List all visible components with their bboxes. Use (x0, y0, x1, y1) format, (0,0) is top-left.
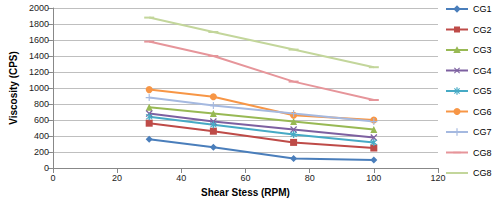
svg-text:20: 20 (112, 173, 122, 183)
svg-text:600: 600 (34, 115, 49, 125)
svg-text:400: 400 (34, 131, 49, 141)
svg-text:1400: 1400 (29, 51, 49, 61)
svg-text:CG1: CG1 (473, 4, 492, 14)
svg-text:800: 800 (34, 99, 49, 109)
svg-text:0: 0 (44, 163, 49, 173)
svg-text:Shear Stess (RPM): Shear Stess (RPM) (201, 187, 290, 198)
svg-text:1600: 1600 (29, 35, 49, 45)
svg-text:80: 80 (305, 173, 315, 183)
svg-text:CG8: CG8 (473, 168, 492, 178)
svg-text:CG7: CG7 (473, 127, 492, 137)
svg-text:1800: 1800 (29, 19, 49, 29)
svg-text:1000: 1000 (29, 83, 49, 93)
svg-text:CG3: CG3 (473, 45, 492, 55)
svg-text:Viscosity (CPS): Viscosity (CPS) (8, 51, 19, 125)
svg-text:2000: 2000 (29, 3, 49, 13)
svg-text:CG6: CG6 (473, 107, 492, 117)
svg-text:100: 100 (366, 173, 381, 183)
svg-text:CG2: CG2 (473, 25, 492, 35)
svg-text:40: 40 (176, 173, 186, 183)
svg-text:1200: 1200 (29, 67, 49, 77)
svg-text:CG5: CG5 (473, 86, 492, 96)
svg-text:CG8: CG8 (473, 148, 492, 158)
svg-text:60: 60 (240, 173, 250, 183)
svg-text:0: 0 (50, 173, 55, 183)
svg-text:120: 120 (430, 173, 445, 183)
svg-text:CG4: CG4 (473, 66, 492, 76)
svg-text:200: 200 (34, 147, 49, 157)
